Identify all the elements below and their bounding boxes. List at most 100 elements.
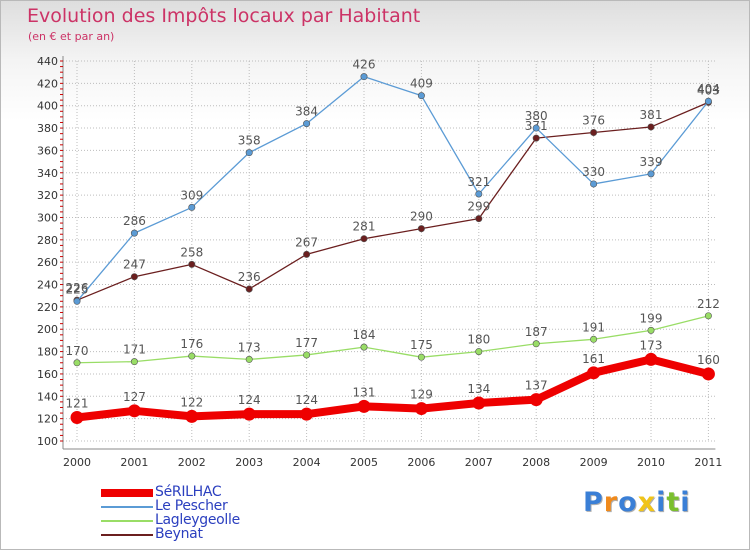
data-label: 173 [640,338,663,352]
legend-label: Le Pescher [155,498,228,514]
data-point [704,97,712,105]
data-point [360,73,368,81]
legend-swatch [101,534,153,536]
data-label: 380 [525,109,548,123]
data-point [475,190,483,198]
data-point [242,407,256,421]
data-label: 404 [697,82,720,96]
logo-letter: P [583,487,604,518]
x-tick-label: 2001 [120,456,148,469]
y-tick-label: 420 [37,77,58,90]
data-point [647,170,655,178]
data-point [417,225,425,233]
data-label: 129 [410,388,433,402]
data-label: 171 [123,343,146,357]
series-line [73,355,713,422]
data-point [127,404,141,418]
data-label: 247 [123,258,146,272]
data-point [475,215,483,223]
data-point [70,411,84,425]
data-label: 381 [640,108,663,122]
data-point [245,149,253,157]
logo-letter: t [666,487,681,518]
data-point [532,124,540,132]
y-tick-label: 180 [37,346,58,359]
data-point [360,343,368,351]
data-point [188,352,196,360]
series-line [76,315,710,364]
data-point [701,367,715,381]
legend-swatch [101,506,153,508]
data-label: 160 [697,353,720,367]
data-point [590,335,598,343]
data-point [590,129,598,137]
data-point [188,203,196,211]
data-label: 309 [180,188,203,202]
data-label: 339 [640,155,663,169]
data-point [300,407,314,421]
data-label: 358 [238,134,261,148]
x-tick-label: 2009 [580,456,608,469]
data-label: 127 [123,390,146,404]
data-label: 426 [353,58,376,72]
y-tick-label: 200 [37,323,58,336]
y-tick-label: 140 [37,390,58,403]
data-point [644,352,658,366]
data-label: 124 [238,393,261,407]
data-point [303,351,311,359]
data-point [475,348,483,356]
y-tick-label: 380 [37,122,58,135]
y-tick-label: 320 [37,189,58,202]
data-point [414,402,428,416]
data-point [417,92,425,100]
data-label: 124 [295,393,318,407]
data-label: 290 [410,210,433,224]
y-tick-label: 120 [37,413,58,426]
data-label: 137 [525,379,548,393]
series-line [76,101,710,301]
data-label: 122 [180,395,203,409]
y-tick-label: 360 [37,144,58,157]
data-label: 212 [697,297,720,311]
y-tick-label: 220 [37,301,58,314]
data-point [472,396,486,410]
data-label: 321 [467,175,490,189]
y-tick-label: 260 [37,256,58,269]
data-point [590,180,598,188]
data-label: 286 [123,214,146,228]
data-point [647,326,655,334]
data-point [130,358,138,366]
chart-subtitle: (en € et par an) [28,30,115,43]
legend-swatch [101,520,153,522]
data-point [360,235,368,243]
y-tick-label: 160 [37,368,58,381]
data-point [357,399,371,413]
data-point [529,393,543,407]
x-tick-label: 2010 [637,456,665,469]
y-tick-label: 100 [37,435,58,448]
data-label: 176 [180,337,203,351]
data-label: 384 [295,105,318,119]
x-tick-label: 2003 [235,456,263,469]
data-label: 170 [66,344,89,358]
data-label: 403 [697,83,720,97]
y-tick-label: 280 [37,234,58,247]
data-label: 258 [180,245,203,259]
data-label: 180 [467,333,490,347]
legend-swatch [101,489,153,497]
data-point [704,312,712,320]
data-point [73,359,81,367]
logo-letter: o [618,487,638,518]
data-point [245,355,253,363]
data-label: 225 [66,282,89,296]
x-tick-label: 2004 [293,456,321,469]
data-point [303,250,311,258]
logo-letter: r [603,487,619,518]
data-label: 409 [410,77,433,91]
logo-letter: x [637,487,657,518]
data-label: 199 [640,311,663,325]
data-label: 236 [238,270,261,284]
data-label: 330 [582,165,605,179]
data-point [417,353,425,361]
